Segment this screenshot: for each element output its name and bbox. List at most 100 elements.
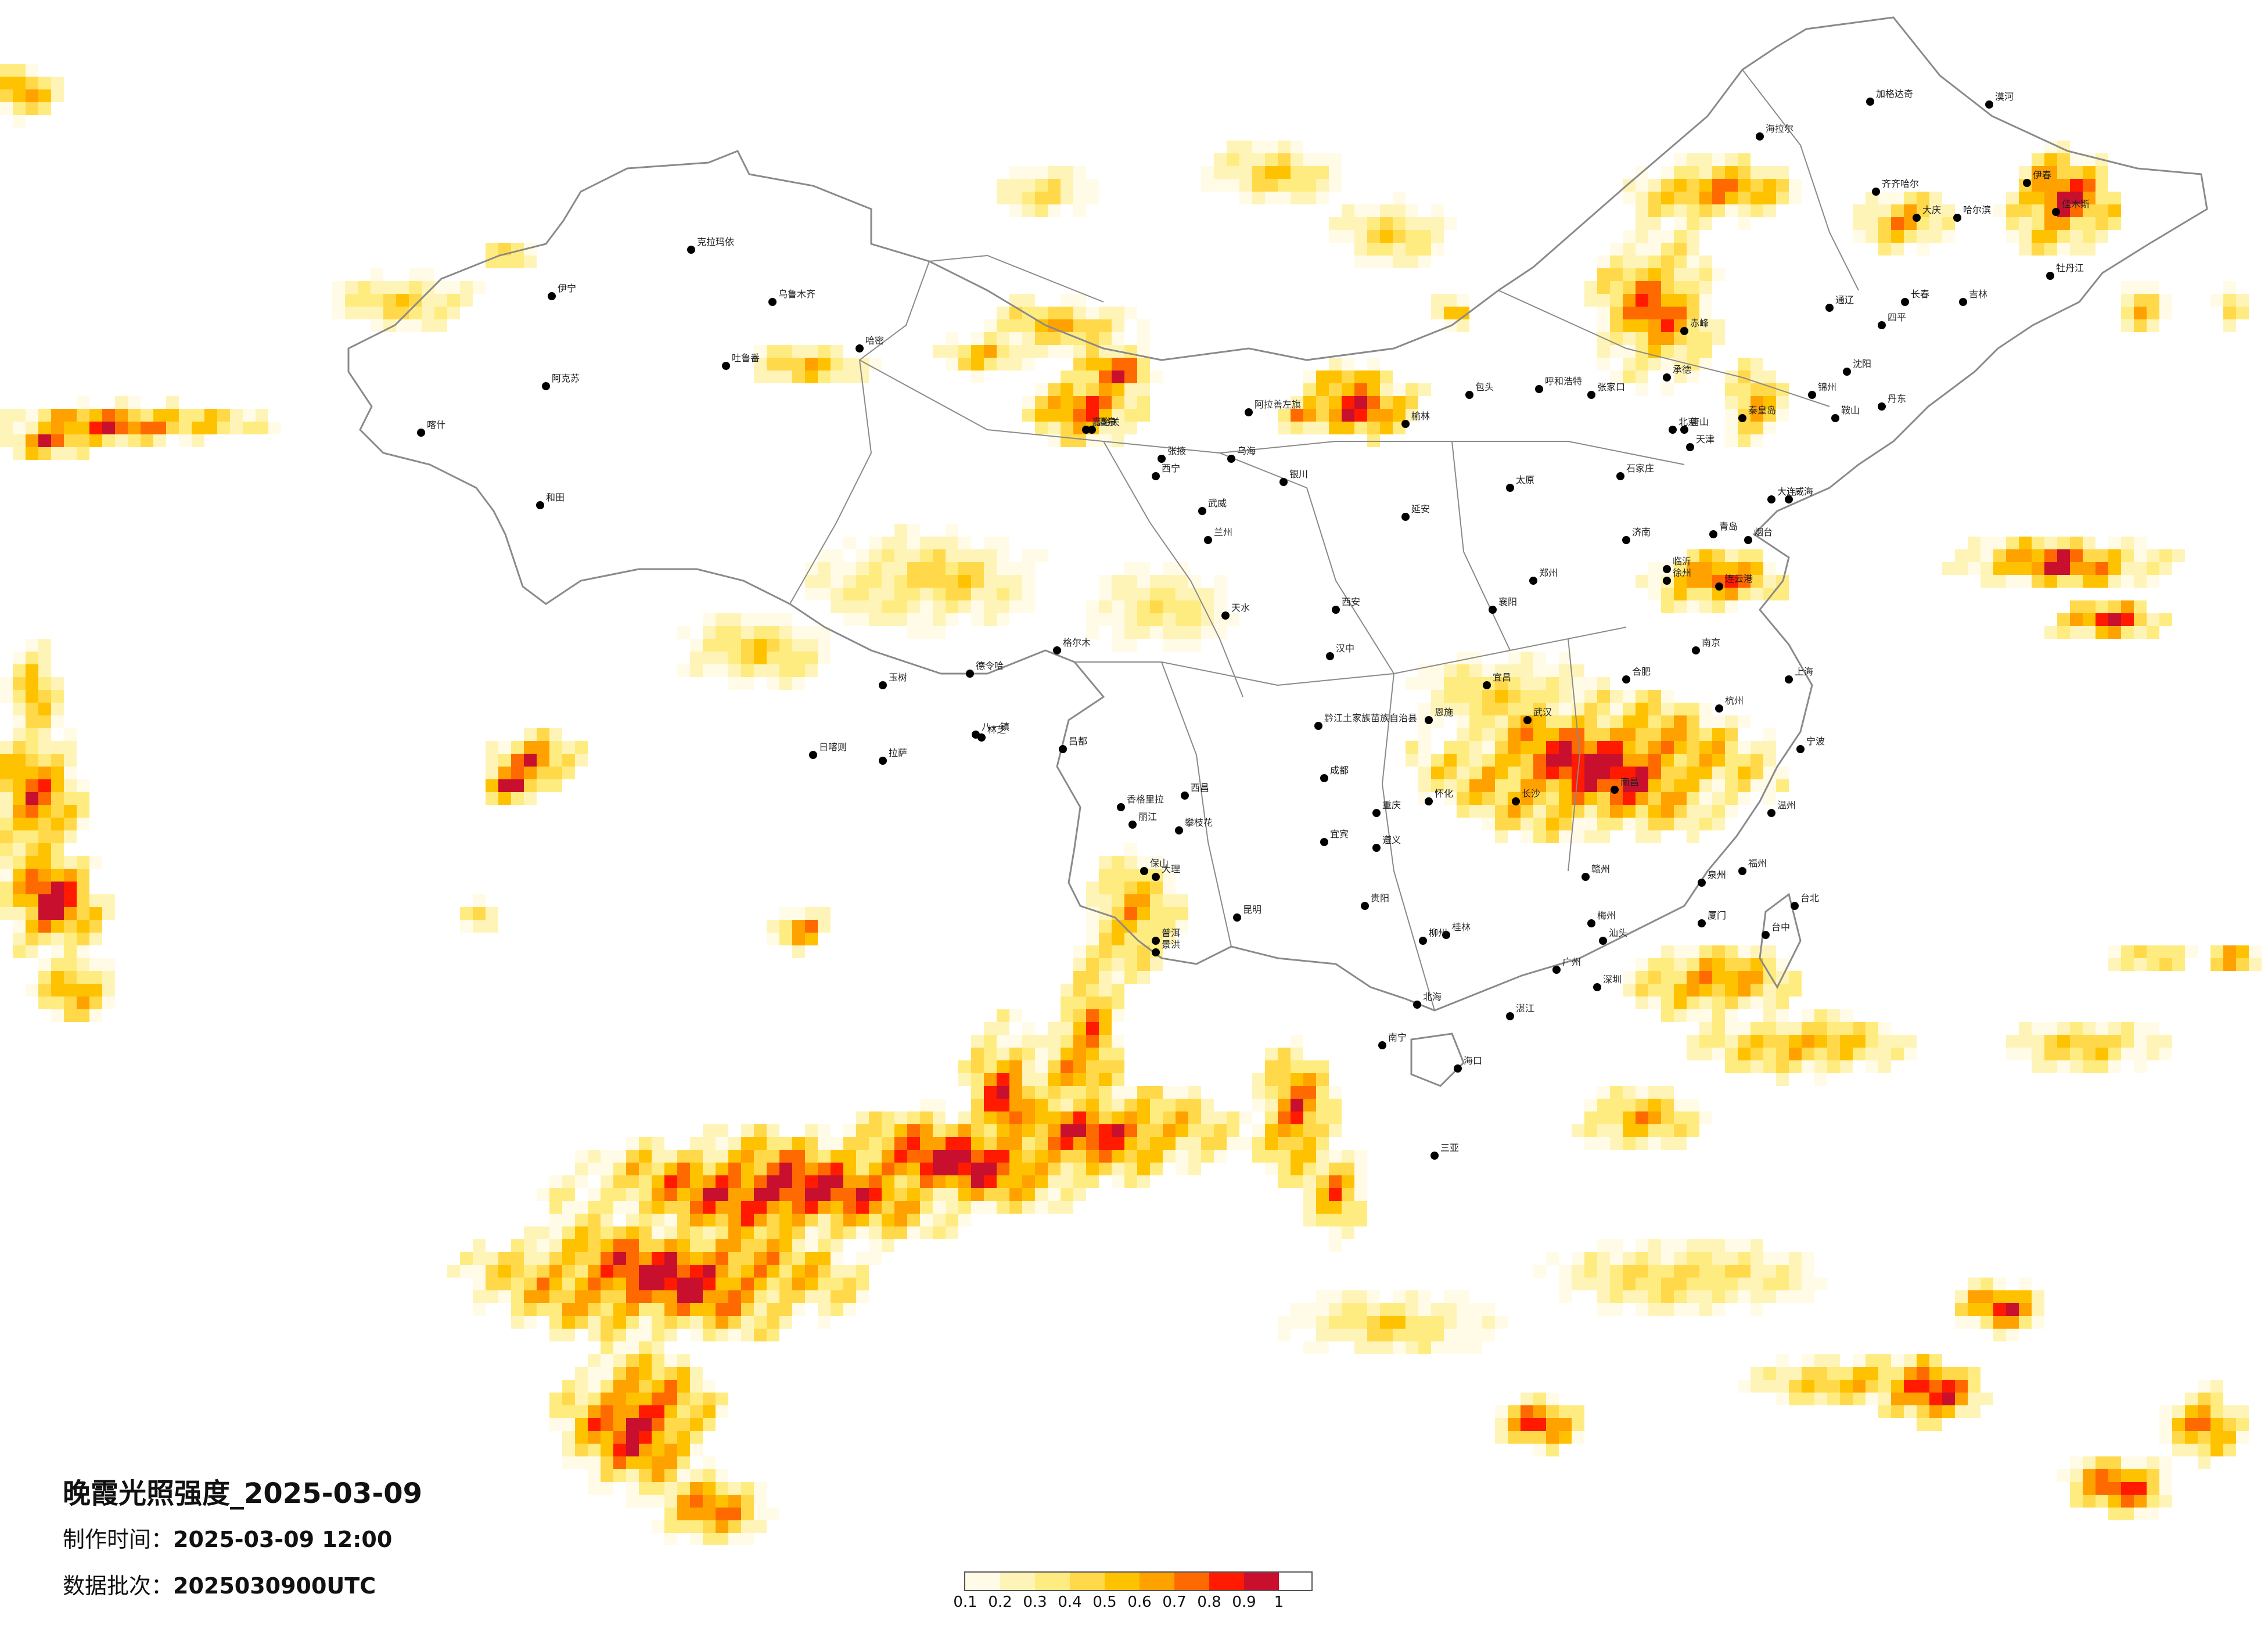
heat-cell (728, 677, 741, 690)
heat-cell (1367, 1329, 1380, 1341)
heat-cell (26, 920, 38, 933)
heat-cell (652, 1252, 664, 1265)
city-marker: 承德 (1663, 364, 1691, 382)
heat-cell (1699, 728, 1712, 741)
heat-cell (1176, 588, 1188, 600)
heat-cell (511, 779, 524, 792)
heat-cell (933, 1175, 946, 1188)
heat-cell (690, 1533, 703, 1545)
heat-cell (460, 294, 473, 307)
heat-cell (2211, 1444, 2223, 1456)
heat-cell (1137, 882, 1150, 894)
city-dot (1663, 565, 1671, 573)
heat-cell (843, 1175, 856, 1188)
heat-cell (2070, 575, 2083, 588)
heat-cell (1891, 230, 1904, 243)
heat-cell (601, 1239, 613, 1252)
city-dot (879, 757, 887, 765)
heat-cell (1163, 1137, 1176, 1150)
heat-cell (1725, 984, 1738, 997)
heat-cell (1061, 1009, 1073, 1022)
heat-cell (1316, 1137, 1329, 1150)
heat-cell (1278, 141, 1291, 153)
heat-cell (1648, 958, 1661, 971)
heat-cell (2019, 1035, 2032, 1048)
heat-cell (805, 1226, 818, 1239)
heat-cell (664, 1533, 677, 1545)
heat-cell (1891, 217, 1904, 230)
heat-cell (805, 1290, 818, 1303)
heat-cell (537, 1239, 549, 1252)
heat-cell (524, 767, 537, 779)
heat-cell (2147, 1035, 2159, 1048)
heat-cell (498, 1278, 511, 1290)
heat-cell (984, 1201, 997, 1214)
heat-cell (1469, 1316, 1482, 1329)
heat-cell (1406, 1316, 1418, 1329)
heat-cell (1623, 1086, 1636, 1099)
heat-cell (1623, 192, 1636, 204)
heat-cell (575, 754, 588, 767)
heat-cell (792, 664, 805, 677)
heat-cell (1712, 562, 1725, 575)
heat-cell (2236, 307, 2249, 319)
heat-cell (1699, 997, 1712, 1009)
heat-cell (1137, 1163, 1150, 1175)
city-dot (1878, 402, 1886, 411)
heat-cell (1316, 1329, 1329, 1341)
heat-cell (1891, 1367, 1904, 1380)
city-marker: 漠河 (1985, 91, 2014, 109)
city-label: 张家口 (1597, 382, 1625, 393)
heat-cell (1763, 179, 1776, 192)
heat-cell (703, 1252, 716, 1265)
city-dot (1158, 455, 1166, 463)
heat-cell (1623, 767, 1636, 779)
heat-cell (716, 1124, 728, 1137)
city-dot (1785, 675, 1793, 684)
heat-cell (1955, 1393, 1968, 1405)
heat-cell (613, 1150, 626, 1163)
heat-cell (26, 984, 38, 997)
heat-cell (1099, 882, 1112, 894)
heat-cell (1124, 1099, 1137, 1111)
heat-cell (831, 575, 843, 588)
heat-cell (1738, 153, 1751, 166)
heat-cell (2070, 626, 2083, 639)
heat-cell (1061, 1048, 1073, 1060)
heat-cell (38, 741, 51, 754)
heat-cell (1687, 1035, 1699, 1048)
city-marker: 大庆 (1913, 204, 1941, 222)
heat-cell (754, 1201, 767, 1214)
heat-cell (1457, 307, 1469, 319)
heat-cell (371, 319, 383, 332)
city-marker: 杭州 (1715, 695, 1744, 713)
heat-cell (575, 1201, 588, 1214)
heat-cell (1636, 1111, 1648, 1124)
heat-cell (1636, 1086, 1648, 1099)
heat-cell (613, 1303, 626, 1316)
heat-cell (1354, 217, 1367, 230)
heat-cell (894, 575, 907, 588)
heat-cell (1150, 1124, 1163, 1137)
heat-cell (537, 1265, 549, 1278)
heat-cell (664, 1380, 677, 1393)
heat-cell (1176, 639, 1188, 652)
heat-cell (1022, 1048, 1035, 1060)
heat-cell (677, 1495, 690, 1508)
heat-cell (1827, 1035, 1840, 1048)
province-border (1381, 673, 1435, 1011)
heat-cell (1265, 179, 1278, 192)
heat-cell (1776, 1290, 1789, 1303)
heat-cell (1751, 754, 1763, 767)
city-marker: 上海 (1785, 666, 1813, 684)
heat-cell (1354, 1303, 1367, 1316)
heat-cell (1763, 728, 1776, 741)
heat-cell (946, 358, 958, 370)
city-dot (1959, 298, 1967, 306)
city-marker: 昌都 (1059, 736, 1087, 753)
city-marker: 克拉玛依 (687, 236, 734, 254)
heat-cell (1418, 703, 1431, 715)
city-label: 香格里拉 (1127, 794, 1164, 805)
heat-cell (652, 1520, 664, 1533)
heat-cell (1316, 1201, 1329, 1214)
